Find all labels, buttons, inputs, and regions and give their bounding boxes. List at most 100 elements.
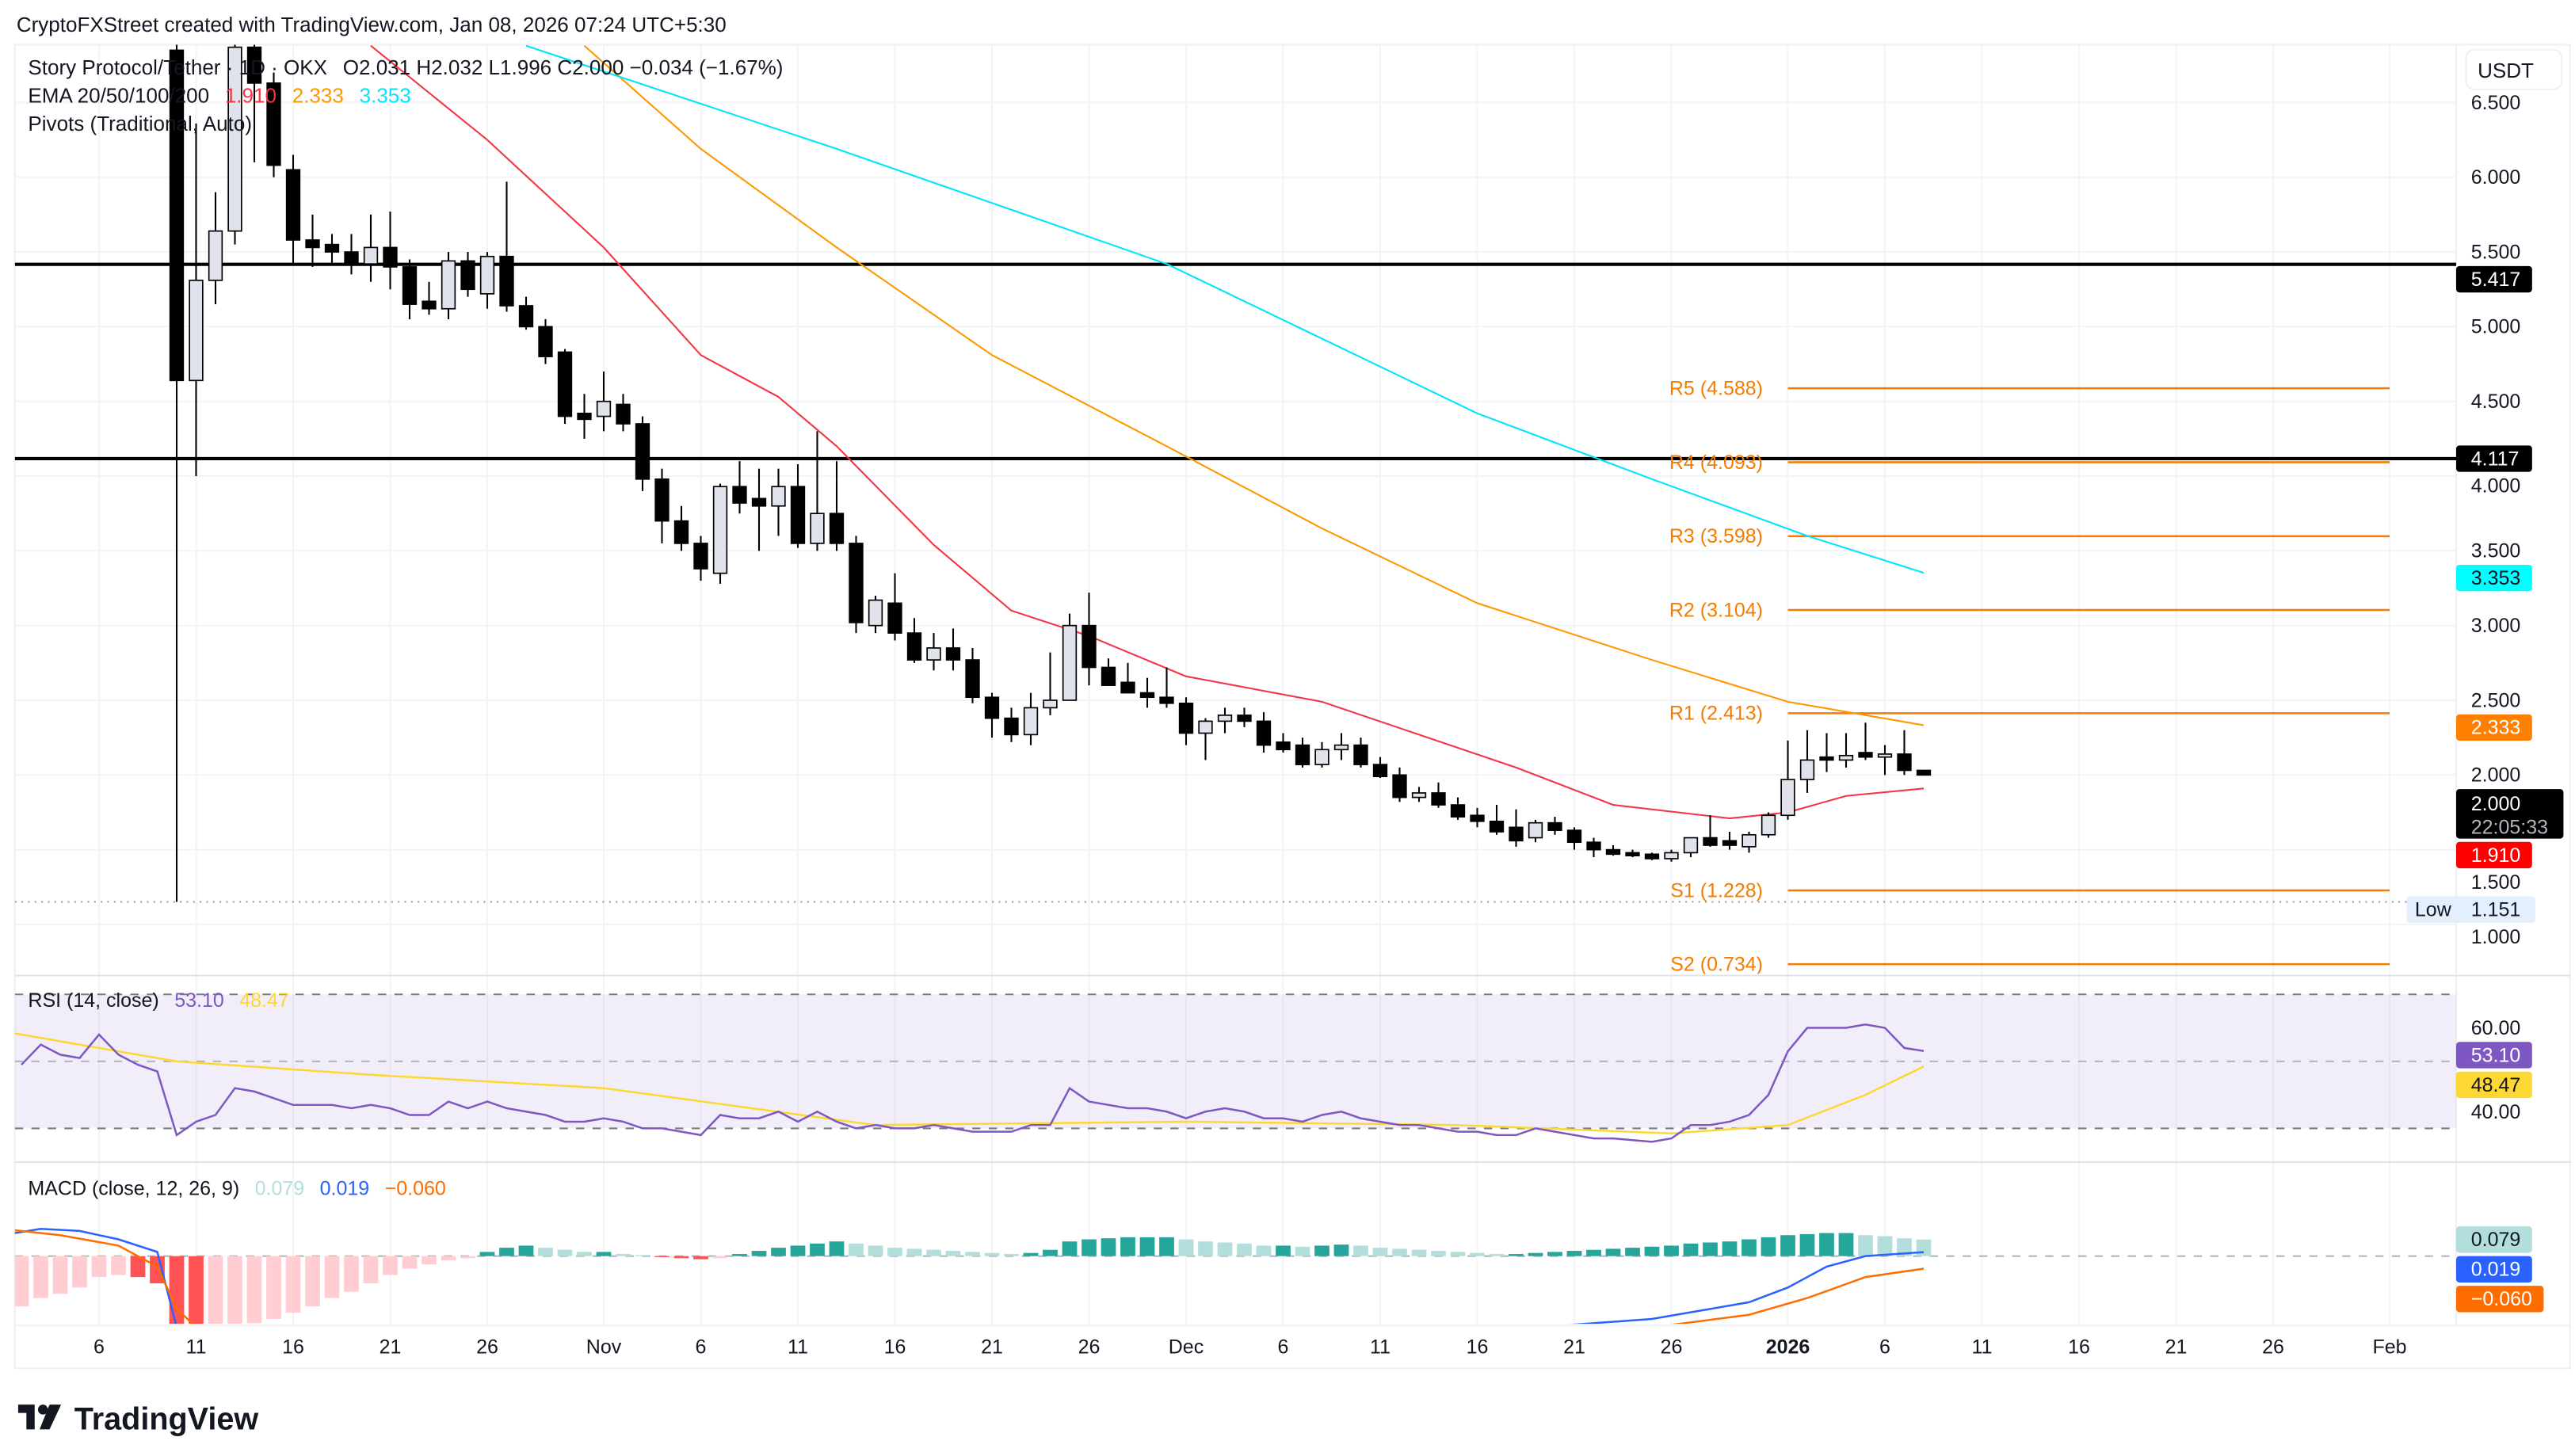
candle[interactable]: [1489, 805, 1505, 835]
candle[interactable]: [266, 72, 281, 177]
candle[interactable]: [402, 259, 418, 319]
candle[interactable]: [1043, 652, 1058, 715]
candle[interactable]: [1198, 718, 1213, 760]
candle[interactable]: [673, 505, 689, 551]
candle[interactable]: [460, 252, 475, 297]
candle[interactable]: [945, 628, 961, 671]
candle[interactable]: [1509, 809, 1524, 847]
candle[interactable]: [596, 371, 612, 432]
candle[interactable]: [538, 318, 553, 364]
candle[interactable]: [635, 416, 650, 491]
candle[interactable]: [1644, 852, 1660, 860]
rsi-line[interactable]: [21, 1023, 1925, 1143]
candle[interactable]: [285, 154, 301, 265]
ema-line-ema100[interactable]: [525, 44, 1925, 574]
ema-line-ema50[interactable]: [583, 44, 1925, 726]
candle[interactable]: [246, 36, 262, 162]
candle[interactable]: [577, 394, 592, 439]
candle[interactable]: [965, 647, 980, 703]
macd-signal-line[interactable]: [2, 1229, 196, 1327]
candle[interactable]: [1256, 712, 1272, 753]
candle[interactable]: [1547, 817, 1562, 835]
rsi-pane[interactable]: [2, 993, 2457, 1143]
candle[interactable]: [1295, 738, 1310, 768]
candle[interactable]: [1625, 849, 1640, 858]
candle[interactable]: [1566, 827, 1582, 850]
candle[interactable]: [1741, 832, 1757, 853]
candle[interactable]: [1916, 769, 1932, 776]
candle[interactable]: [518, 296, 534, 330]
time-axis[interactable]: 6 11 16 21 26 Nov 6 11 16 21 26 Dec 6 11 16 21 26 2026 6 11…: [93, 1336, 2407, 1359]
candle[interactable]: [383, 212, 398, 290]
candle[interactable]: [1120, 662, 1135, 694]
candle[interactable]: [1023, 692, 1039, 745]
candle[interactable]: [1450, 797, 1466, 820]
candle[interactable]: [1217, 707, 1233, 734]
candle[interactable]: [1372, 757, 1388, 779]
candle[interactable]: [1178, 697, 1194, 745]
candle[interactable]: [1586, 837, 1601, 858]
candle[interactable]: [926, 633, 941, 671]
legend-ema-label[interactable]: EMA 20/50/100/200: [28, 83, 209, 107]
candle[interactable]: [732, 461, 747, 514]
candle[interactable]: [790, 463, 806, 548]
candle[interactable]: [557, 349, 573, 425]
candle[interactable]: [751, 468, 767, 551]
candle[interactable]: [169, 43, 185, 902]
candle[interactable]: [1722, 832, 1738, 850]
rsi-title[interactable]: RSI (14, close): [28, 989, 158, 1012]
candle[interactable]: [1528, 819, 1543, 843]
candle[interactable]: [1761, 812, 1776, 838]
candle[interactable]: [906, 618, 922, 663]
candle[interactable]: [616, 394, 631, 432]
candle[interactable]: [1683, 837, 1699, 858]
candle[interactable]: [1237, 707, 1252, 727]
candle[interactable]: [1897, 730, 1912, 776]
candle[interactable]: [1159, 667, 1174, 708]
candle[interactable]: [1101, 658, 1116, 686]
candle[interactable]: [1838, 733, 1854, 768]
candle[interactable]: [305, 214, 320, 267]
price-axis[interactable]: 6.500 6.000 5.500 5.000 4.500 4.000 3.500 3.000…: [2406, 92, 2564, 1313]
candle[interactable]: [208, 192, 223, 305]
candle[interactable]: [422, 281, 437, 315]
candle[interactable]: [849, 536, 864, 634]
candle[interactable]: [1314, 741, 1329, 768]
candle[interactable]: [1392, 767, 1407, 802]
candle[interactable]: [712, 483, 728, 584]
candle[interactable]: [1877, 745, 1893, 776]
candle[interactable]: [1470, 807, 1485, 828]
macd-pane[interactable]: [0, 1228, 2456, 1336]
candle[interactable]: [654, 468, 670, 543]
currency-button[interactable]: USDT: [2465, 48, 2563, 90]
candle[interactable]: [441, 252, 456, 319]
legend-symbol[interactable]: Story Protocol/Tether · 1D · OKX: [28, 55, 327, 79]
candle[interactable]: [1353, 738, 1368, 768]
candle[interactable]: [1664, 849, 1679, 862]
candle[interactable]: [363, 214, 379, 282]
ema-line-ema20[interactable]: [370, 44, 1925, 820]
macd-line[interactable]: [1535, 1251, 1925, 1328]
candle[interactable]: [1858, 722, 1873, 760]
macd-signal-line[interactable]: [1652, 1267, 1925, 1328]
candle[interactable]: [868, 595, 883, 634]
candle[interactable]: [1004, 707, 1019, 742]
candle[interactable]: [1062, 613, 1078, 701]
candle[interactable]: [887, 573, 902, 641]
price-pane[interactable]: R5 (4.588) R4 (4.093) R3 (3.598) R2 (3.104)…: [14, 36, 2456, 976]
candle[interactable]: [1799, 730, 1815, 793]
tradingview-logo[interactable]: TradingView: [17, 1401, 258, 1436]
candle[interactable]: [1431, 782, 1446, 808]
candle[interactable]: [984, 692, 1000, 738]
candle[interactable]: [1703, 815, 1718, 847]
candle[interactable]: [829, 461, 845, 551]
candle[interactable]: [810, 431, 825, 551]
candle[interactable]: [1411, 787, 1427, 802]
candle[interactable]: [479, 252, 495, 309]
candle[interactable]: [1082, 593, 1097, 686]
candle[interactable]: [324, 234, 340, 265]
candle[interactable]: [499, 181, 514, 312]
macd-title[interactable]: MACD (close, 12, 26, 9): [28, 1178, 239, 1200]
legend-pivots[interactable]: Pivots (Traditional, Auto): [28, 112, 252, 135]
candle[interactable]: [189, 123, 204, 477]
